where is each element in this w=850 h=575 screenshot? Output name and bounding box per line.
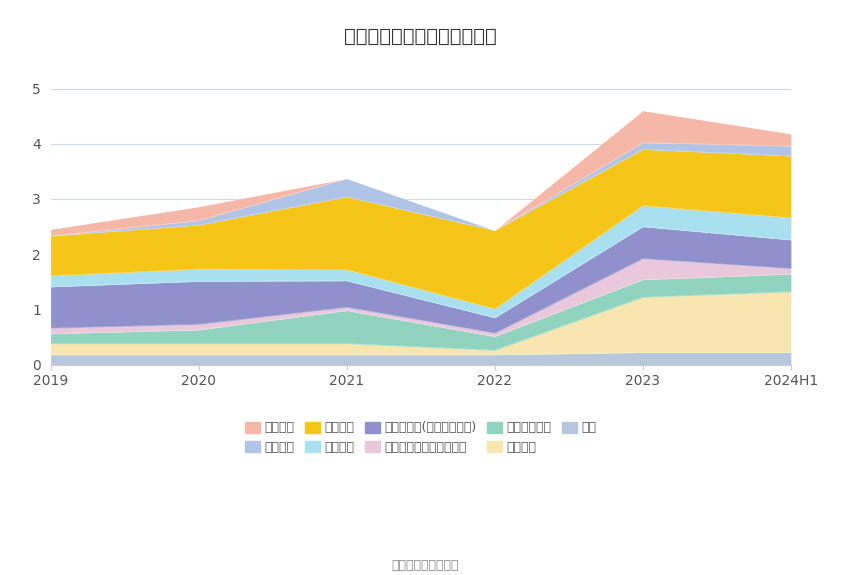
Text: 数据来源：恒生聚源: 数据来源：恒生聚源 (391, 559, 459, 572)
Title: 历年主要负债堆积图（亿元）: 历年主要负债堆积图（亿元） (344, 26, 497, 45)
Legend: 短期借款, 应付票据, 应付账款, 合同负债, 其他应付款(含利息和股利), 一年内到期的非流动负债, 其他流动负债, 长期借款, 其它: 短期借款, 应付票据, 应付账款, 合同负债, 其他应付款(含利息和股利), 一… (240, 416, 602, 459)
